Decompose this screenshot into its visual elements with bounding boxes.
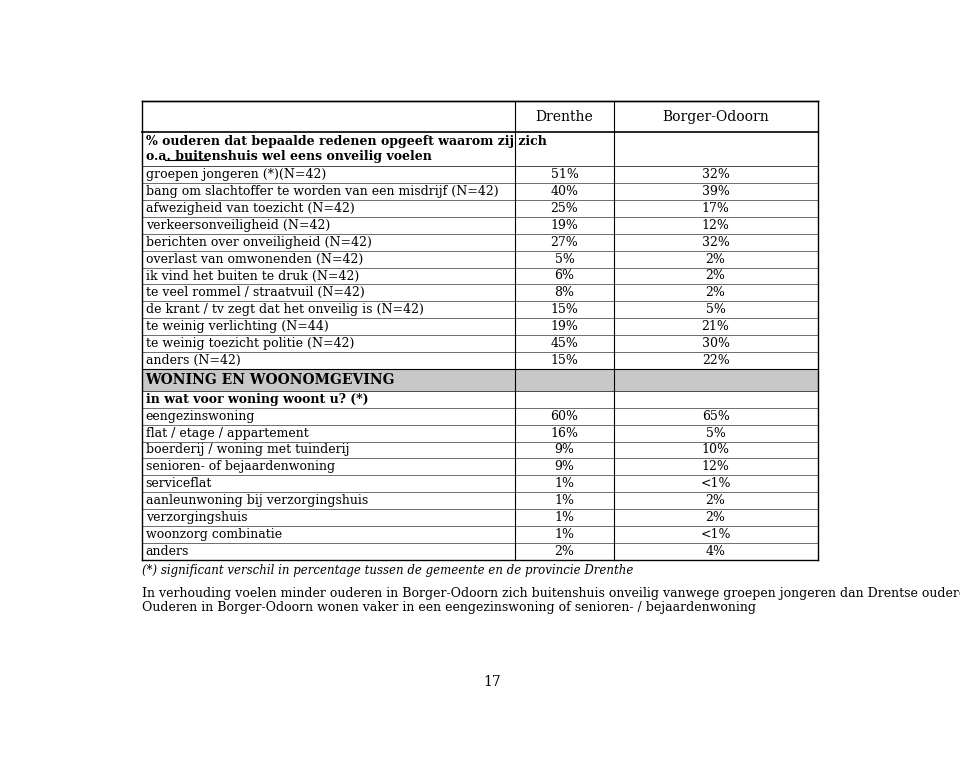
Text: 5%: 5% <box>706 427 726 439</box>
Text: te weinig verlichting (N=44): te weinig verlichting (N=44) <box>146 320 328 333</box>
Text: in wat voor woning woont u? (*): in wat voor woning woont u? (*) <box>146 393 369 406</box>
Text: 21%: 21% <box>702 320 730 333</box>
Text: WONING EN WOONOMGEVING: WONING EN WOONOMGEVING <box>146 373 396 387</box>
Text: 60%: 60% <box>550 410 579 423</box>
Text: aanleunwoning bij verzorgingshuis: aanleunwoning bij verzorgingshuis <box>146 495 368 507</box>
Text: 1%: 1% <box>555 528 574 541</box>
Text: 17: 17 <box>483 675 501 689</box>
Text: 2%: 2% <box>555 545 574 558</box>
Bar <box>142 101 818 560</box>
Text: 25%: 25% <box>551 202 578 215</box>
Text: 19%: 19% <box>550 320 578 333</box>
Text: 2%: 2% <box>706 511 726 524</box>
Text: 19%: 19% <box>550 219 578 231</box>
Text: overlast van omwonenden (N=42): overlast van omwonenden (N=42) <box>146 252 363 266</box>
Text: Borger-Odoorn: Borger-Odoorn <box>662 110 769 124</box>
Text: 2%: 2% <box>706 287 726 299</box>
Text: de krant / tv zegt dat het onveilig is (N=42): de krant / tv zegt dat het onveilig is (… <box>146 303 423 316</box>
Text: 6%: 6% <box>555 270 574 283</box>
Text: berichten over onveiligheid (N=42): berichten over onveiligheid (N=42) <box>146 235 372 249</box>
Text: <1%: <1% <box>701 478 731 490</box>
Text: 9%: 9% <box>555 443 574 456</box>
Text: 2%: 2% <box>706 495 726 507</box>
Text: 10%: 10% <box>702 443 730 456</box>
Text: 8%: 8% <box>555 287 574 299</box>
Text: boerderij / woning met tuinderij: boerderij / woning met tuinderij <box>146 443 349 456</box>
Text: 15%: 15% <box>550 303 578 316</box>
Text: flat / etage / appartement: flat / etage / appartement <box>146 427 308 439</box>
Text: verzorgingshuis: verzorgingshuis <box>146 511 247 524</box>
Text: Drenthe: Drenthe <box>536 110 593 124</box>
Text: o.a. buitenshuis wel eens onveilig voelen: o.a. buitenshuis wel eens onveilig voele… <box>146 150 431 163</box>
Text: 1%: 1% <box>555 495 574 507</box>
Text: In verhouding voelen minder ouderen in Borger-Odoorn zich buitenshuis onveilig v: In verhouding voelen minder ouderen in B… <box>142 587 960 601</box>
Text: verkeersonveiligheid (N=42): verkeersonveiligheid (N=42) <box>146 219 330 231</box>
Text: 9%: 9% <box>555 460 574 474</box>
Text: ik vind het buiten te druk (N=42): ik vind het buiten te druk (N=42) <box>146 270 359 283</box>
Text: 5%: 5% <box>706 303 726 316</box>
Text: senioren- of bejaardenwoning: senioren- of bejaardenwoning <box>146 460 335 474</box>
Text: eengezinswoning: eengezinswoning <box>146 410 255 423</box>
Text: te weinig toezicht politie (N=42): te weinig toezicht politie (N=42) <box>146 337 354 351</box>
Text: 12%: 12% <box>702 219 730 231</box>
Text: anders: anders <box>146 545 189 558</box>
Text: 5%: 5% <box>555 252 574 266</box>
Text: 40%: 40% <box>550 185 579 198</box>
Text: % ouderen dat bepaalde redenen opgeeft waarom zij zich: % ouderen dat bepaalde redenen opgeeft w… <box>146 135 546 148</box>
Text: 2%: 2% <box>706 270 726 283</box>
Text: 1%: 1% <box>555 478 574 490</box>
Text: groepen jongeren (*)(N=42): groepen jongeren (*)(N=42) <box>146 167 325 181</box>
Text: 32%: 32% <box>702 235 730 249</box>
Text: 51%: 51% <box>550 167 578 181</box>
Text: 12%: 12% <box>702 460 730 474</box>
Text: 4%: 4% <box>706 545 726 558</box>
Text: anders (N=42): anders (N=42) <box>146 354 240 367</box>
Text: 39%: 39% <box>702 185 730 198</box>
Text: 17%: 17% <box>702 202 730 215</box>
Text: serviceflat: serviceflat <box>146 478 212 490</box>
Text: woonzorg combinatie: woonzorg combinatie <box>146 528 281 541</box>
Bar <box>142 369 818 391</box>
Text: <1%: <1% <box>701 528 731 541</box>
Text: 65%: 65% <box>702 410 730 423</box>
Text: 27%: 27% <box>551 235 578 249</box>
Text: 30%: 30% <box>702 337 730 351</box>
Text: 32%: 32% <box>702 167 730 181</box>
Text: 16%: 16% <box>550 427 579 439</box>
Text: te veel rommel / straatvuil (N=42): te veel rommel / straatvuil (N=42) <box>146 287 365 299</box>
Text: bang om slachtoffer te worden van een misdrijf (N=42): bang om slachtoffer te worden van een mi… <box>146 185 498 198</box>
Text: 22%: 22% <box>702 354 730 367</box>
Text: 15%: 15% <box>550 354 578 367</box>
Text: 45%: 45% <box>550 337 578 351</box>
Text: 1%: 1% <box>555 511 574 524</box>
Text: afwezigheid van toezicht (N=42): afwezigheid van toezicht (N=42) <box>146 202 354 215</box>
Text: (*) significant verschil in percentage tussen de gemeente en de provincie Drenth: (*) significant verschil in percentage t… <box>142 564 633 577</box>
Text: Ouderen in Borger-Odoorn wonen vaker in een eengezinswoning of senioren- / bejaa: Ouderen in Borger-Odoorn wonen vaker in … <box>142 601 756 615</box>
Text: 2%: 2% <box>706 252 726 266</box>
